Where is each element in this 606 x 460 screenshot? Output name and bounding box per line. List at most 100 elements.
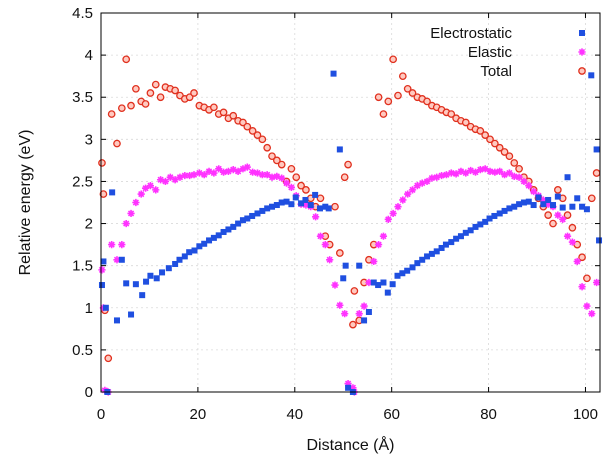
- data-point: [316, 232, 325, 240]
- data-point: [564, 174, 571, 181]
- data-point: [268, 152, 276, 161]
- data-point: [516, 201, 523, 208]
- data-point: [113, 256, 121, 264]
- data-point: [593, 278, 601, 287]
- data-point: [583, 274, 591, 283]
- data-point: [99, 190, 108, 198]
- data-point: [569, 203, 576, 210]
- data-point: [292, 173, 301, 182]
- x-tick-label: 80: [480, 406, 497, 423]
- data-point: [563, 232, 572, 240]
- data-point: [506, 205, 513, 212]
- data-point: [278, 199, 285, 206]
- data-point: [98, 266, 106, 274]
- legend-marker-total: [578, 67, 586, 75]
- data-point: [501, 207, 508, 214]
- data-point: [181, 171, 189, 180]
- data-point: [370, 257, 378, 266]
- data-point: [447, 110, 456, 118]
- data-point: [278, 174, 286, 182]
- data-point: [592, 169, 601, 177]
- data-point: [325, 205, 332, 212]
- data-point: [563, 211, 572, 219]
- data-point: [312, 191, 319, 198]
- data-point: [549, 219, 557, 228]
- data-point: [161, 177, 170, 186]
- data-point: [141, 100, 150, 108]
- data-point: [544, 211, 553, 219]
- data-point: [409, 264, 416, 271]
- data-point: [166, 173, 174, 181]
- data-point: [559, 215, 567, 223]
- data-point: [146, 182, 155, 190]
- data-point: [476, 127, 485, 135]
- data-point: [540, 201, 547, 208]
- data-point: [172, 260, 179, 267]
- data-point: [230, 223, 237, 230]
- data-point: [195, 169, 203, 177]
- data-point: [349, 320, 357, 329]
- data-point: [550, 202, 557, 209]
- x-tick-label: 40: [286, 406, 303, 423]
- data-point: [423, 97, 431, 106]
- data-point: [186, 249, 193, 256]
- data-point: [408, 89, 417, 97]
- data-point: [190, 89, 198, 97]
- data-point: [258, 135, 267, 144]
- data-point: [374, 93, 383, 102]
- data-point: [302, 186, 310, 194]
- data-point: [200, 171, 208, 179]
- data-point: [122, 219, 130, 228]
- data-point: [568, 223, 577, 232]
- data-point: [495, 143, 504, 152]
- data-point: [263, 171, 271, 179]
- data-point: [273, 202, 280, 209]
- y-tick-label: 4: [85, 47, 93, 64]
- data-point: [100, 258, 107, 265]
- data-point: [171, 176, 179, 184]
- data-point: [156, 176, 165, 184]
- data-point: [282, 179, 291, 187]
- data-point: [491, 139, 499, 148]
- data-point: [491, 212, 498, 219]
- data-point: [283, 198, 290, 205]
- legend-label-electrostatic: Electrostatic: [430, 25, 512, 42]
- data-point: [467, 166, 475, 175]
- data-point: [141, 184, 150, 192]
- data-point: [365, 308, 372, 315]
- data-point: [462, 169, 470, 177]
- data-point: [380, 279, 387, 286]
- data-point: [379, 232, 388, 240]
- data-point: [403, 84, 412, 93]
- data-point: [428, 250, 435, 257]
- y-tick-label: 2: [85, 216, 93, 233]
- data-point: [481, 131, 490, 139]
- data-point: [467, 227, 474, 234]
- data-point: [118, 241, 126, 249]
- y-tick-label: 2.5: [72, 173, 93, 190]
- data-point: [151, 80, 160, 89]
- data-point: [452, 170, 460, 178]
- y-tick-label: 4.5: [72, 5, 93, 22]
- data-point: [578, 283, 586, 291]
- data-point: [414, 260, 421, 267]
- data-point: [220, 228, 227, 235]
- data-point: [139, 292, 146, 299]
- data-point: [389, 209, 397, 218]
- data-point: [322, 203, 329, 210]
- y-tick-label: 1: [85, 300, 93, 317]
- axes: 0 0.5 1 1.5 2 2.5 3 3.5 4 4.5 0 20 40 60 80 100: [72, 5, 600, 423]
- data-point: [472, 223, 479, 230]
- data-point: [496, 167, 504, 175]
- data-point: [515, 164, 523, 173]
- data-point: [181, 253, 188, 260]
- legend-label-elastic: Elastic: [468, 44, 513, 61]
- grid: [101, 13, 600, 392]
- data-point: [515, 173, 523, 181]
- data-point: [219, 168, 228, 176]
- legend-marker-electrostatic: [579, 30, 585, 36]
- data-point: [399, 196, 407, 204]
- data-point: [259, 207, 266, 214]
- data-point: [243, 163, 251, 171]
